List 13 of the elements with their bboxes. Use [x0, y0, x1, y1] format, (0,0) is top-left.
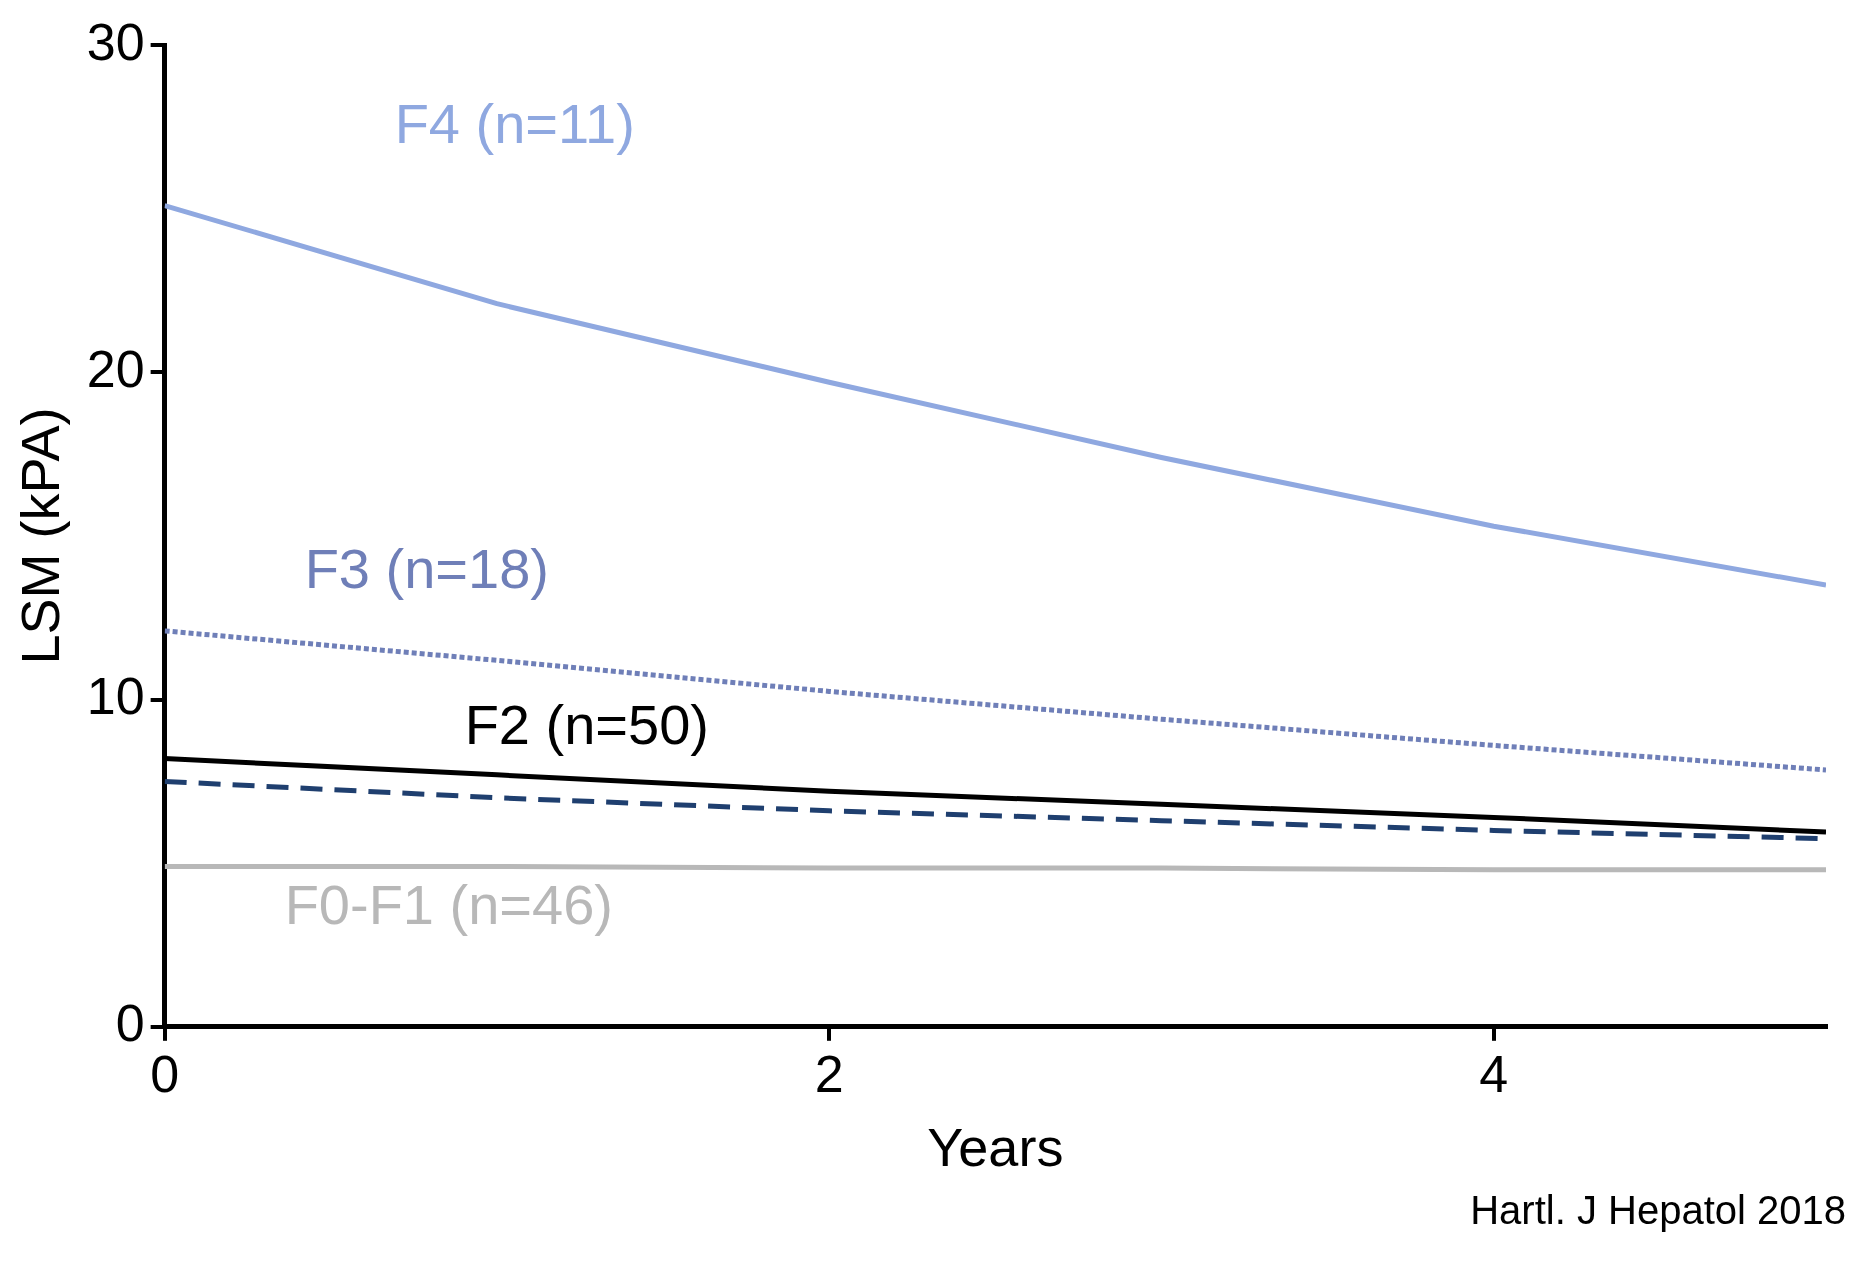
text: F4 (n=11) — [394, 91, 635, 155]
y-tick-label: 0 — [115, 994, 145, 1053]
x-tick-label: 4 — [1479, 1045, 1509, 1104]
y-tick-label: 20 — [86, 339, 145, 398]
text: Hartl. J Hepatol 2018 — [1469, 1188, 1846, 1233]
x-tick-label: 2 — [814, 1045, 844, 1104]
y-tick-label: 30 — [86, 12, 145, 71]
series-label: F0-F1 (n=46) — [284, 872, 613, 936]
y-axis-title: LSM (kPA) — [10, 407, 71, 665]
series-label: F3 (n=18) — [304, 537, 549, 601]
y-tick-label: 10 — [86, 666, 145, 725]
x-axis-title: Years — [927, 1117, 1064, 1178]
series-label: F2 (n=50) — [464, 692, 709, 756]
